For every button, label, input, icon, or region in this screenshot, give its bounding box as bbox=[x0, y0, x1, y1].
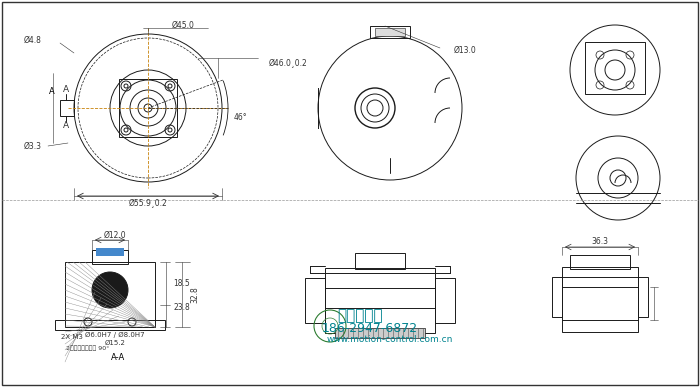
Text: Ø46.0¸0.2: Ø46.0¸0.2 bbox=[269, 58, 307, 67]
Bar bbox=[562, 267, 638, 332]
Text: A-A: A-A bbox=[111, 353, 125, 363]
Bar bbox=[585, 42, 645, 94]
Bar bbox=[325, 268, 435, 333]
Bar bbox=[370, 26, 410, 38]
Text: 2个安装螺钉相差 90°: 2个安装螺钉相差 90° bbox=[66, 345, 110, 351]
Text: 186-2947-6872: 186-2947-6872 bbox=[322, 322, 418, 334]
Bar bbox=[60, 100, 74, 116]
Text: Ø12.0: Ø12.0 bbox=[104, 231, 126, 240]
Text: 46°: 46° bbox=[233, 113, 247, 123]
Bar bbox=[570, 255, 630, 269]
Bar bbox=[119, 79, 177, 137]
Bar bbox=[355, 253, 405, 269]
Bar bbox=[552, 277, 562, 317]
Bar bbox=[305, 278, 325, 323]
Bar bbox=[375, 28, 405, 36]
Circle shape bbox=[98, 278, 122, 302]
Text: Ø4.8: Ø4.8 bbox=[24, 36, 42, 45]
Text: 23.8: 23.8 bbox=[174, 303, 190, 312]
Circle shape bbox=[104, 284, 116, 296]
Text: Ø15.2: Ø15.2 bbox=[104, 340, 125, 346]
Text: A: A bbox=[63, 122, 69, 130]
Text: Ø13.0: Ø13.0 bbox=[454, 46, 477, 55]
Bar bbox=[335, 328, 425, 338]
Text: Ø55.9¸0.2: Ø55.9¸0.2 bbox=[129, 199, 167, 207]
Bar bbox=[92, 250, 128, 264]
Text: A: A bbox=[63, 86, 69, 94]
Text: 36.3: 36.3 bbox=[592, 236, 608, 245]
Text: 32.8: 32.8 bbox=[190, 287, 199, 303]
Text: 西安德促拓: 西安德促拓 bbox=[337, 308, 383, 324]
Bar bbox=[96, 248, 124, 256]
Text: A: A bbox=[49, 87, 55, 96]
Text: 2X M3: 2X M3 bbox=[61, 334, 83, 340]
Text: Ø6.0H7 / Ø8.0H7: Ø6.0H7 / Ø8.0H7 bbox=[85, 332, 145, 338]
Text: www.motion-control.com.cn: www.motion-control.com.cn bbox=[327, 336, 453, 344]
Text: Ø45.0: Ø45.0 bbox=[172, 21, 195, 29]
Bar bbox=[435, 278, 455, 323]
Bar bbox=[55, 320, 165, 330]
Bar bbox=[65, 262, 155, 327]
Text: Ø3.3: Ø3.3 bbox=[24, 142, 42, 151]
Circle shape bbox=[92, 272, 128, 308]
Bar bbox=[638, 277, 648, 317]
Text: 18.5: 18.5 bbox=[174, 279, 190, 288]
